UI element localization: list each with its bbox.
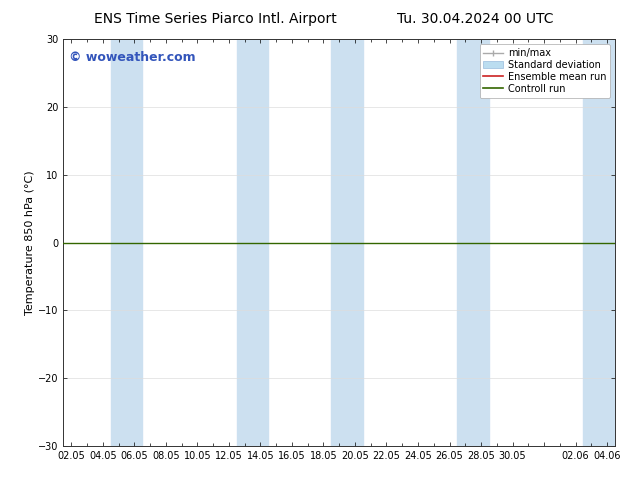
Text: Tu. 30.04.2024 00 UTC: Tu. 30.04.2024 00 UTC [398, 12, 553, 26]
Bar [332, 39, 363, 446]
Bar [111, 39, 142, 446]
Bar [583, 39, 615, 446]
Bar [457, 39, 489, 446]
Y-axis label: Temperature 850 hPa (°C): Temperature 850 hPa (°C) [25, 170, 36, 315]
Legend: min/max, Standard deviation, Ensemble mean run, Controll run: min/max, Standard deviation, Ensemble me… [479, 44, 610, 98]
Text: © woweather.com: © woweather.com [69, 51, 195, 64]
Text: ENS Time Series Piarco Intl. Airport: ENS Time Series Piarco Intl. Airport [94, 12, 337, 26]
Bar [236, 39, 268, 446]
